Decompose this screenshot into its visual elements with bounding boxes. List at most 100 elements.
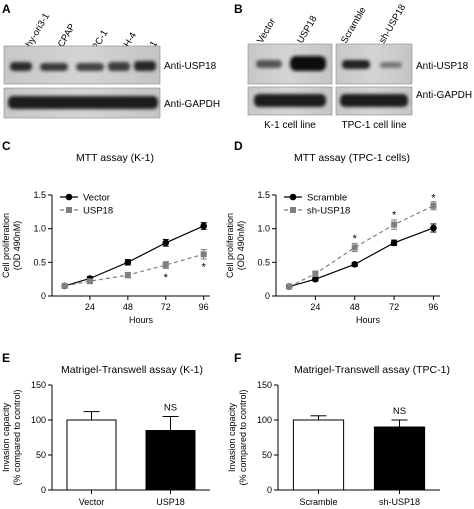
significance-label: NS <box>164 403 177 414</box>
y-tick-label: 0 <box>41 485 46 495</box>
bar <box>145 430 196 491</box>
panel-label-c: C <box>2 139 11 153</box>
series-line <box>288 205 434 288</box>
y-tick-label: 150 <box>257 380 272 390</box>
data-point <box>124 259 132 266</box>
band <box>8 96 158 109</box>
band <box>108 62 130 71</box>
band <box>10 62 32 71</box>
significance-star: * <box>353 233 358 245</box>
y-tick-label: 1.5 <box>33 190 46 200</box>
blot-b-tpc1-usp18 <box>335 43 413 85</box>
band <box>380 62 402 68</box>
chart-title: Matrigel-Transwell assay (TPC-1) <box>294 364 450 376</box>
x-axis-label: Hours <box>129 315 154 325</box>
y-tick-label: 150 <box>31 380 46 390</box>
y-tick-label: 100 <box>31 415 46 425</box>
y-axis-label: (% compared to control) <box>238 389 248 485</box>
panel-b: B Vector USP18 Scramble sh-USP18 Anti-US… <box>234 2 472 131</box>
band <box>342 60 370 69</box>
y-tick-label: 0 <box>41 291 46 301</box>
series-line <box>64 225 204 287</box>
blot-label-usp18-a: Anti-USP18 <box>164 61 217 72</box>
x-tick-label: 72 <box>389 302 399 312</box>
significance-star: * <box>392 210 397 222</box>
series-line <box>288 227 434 288</box>
panel-label-b: B <box>234 2 243 16</box>
band <box>340 94 408 107</box>
lane-label-scramble: Scramble <box>339 5 369 45</box>
blot-label-gapdh-b: Anti-GAPDH <box>416 90 472 101</box>
x-tick-label: 24 <box>85 302 95 312</box>
data-point <box>124 272 131 279</box>
panel-label-e: E <box>2 351 10 365</box>
y-tick-label: 0.5 <box>33 257 46 267</box>
blot-b-tpc1-gapdh <box>335 86 413 116</box>
data-point <box>200 251 207 258</box>
legend-label: sh-USP18 <box>307 206 350 217</box>
data-point <box>162 239 170 247</box>
significance-star: * <box>164 272 169 284</box>
chart-d: MTT assay (TPC-1 cells) 0 0.5 1.0 1.5 Cell pr… <box>225 152 440 325</box>
panel-label-a: A <box>2 2 11 16</box>
band <box>134 61 156 71</box>
chart-title: MTT assay (TPC-1 cells) <box>294 152 410 164</box>
chart-e: Matrigel-Transwell assay (K-1) 0 50 100 150 I… <box>1 364 210 507</box>
panel-a: A Nthy-ori3-1 B-CPAP TPC-1 IHH-4 K-1 Ant… <box>2 2 220 119</box>
y-axis-label: (OD 490nM) <box>12 221 22 271</box>
chart-title: MTT assay (K-1) <box>76 152 154 164</box>
data-point <box>61 282 68 289</box>
blot-a-usp18 <box>3 45 161 85</box>
category-label: Vector <box>79 497 105 507</box>
significance-star: * <box>202 261 207 273</box>
lane-label-usp18: USP18 <box>295 14 320 46</box>
data-point <box>390 239 398 247</box>
bar <box>292 419 345 491</box>
band <box>290 56 326 71</box>
y-axis-label: Cell proliferation <box>1 213 11 278</box>
band <box>40 63 68 71</box>
data-point <box>162 262 169 269</box>
y-tick-label: 50 <box>36 450 46 460</box>
legend-marker <box>290 207 296 213</box>
blot-label-gapdh-a: Anti-GAPDH <box>164 99 220 110</box>
panel-label-d: D <box>234 139 243 153</box>
lane-label-sh-usp18: sh-USP18 <box>377 2 408 45</box>
category-label: Scramble <box>299 497 337 507</box>
legend-marker <box>289 193 297 201</box>
chart-title: Matrigel-Transwell assay (K-1) <box>61 364 203 376</box>
data-point <box>286 283 293 290</box>
y-axis-label: (OD 490nM) <box>236 221 246 271</box>
band <box>76 63 104 71</box>
y-tick-label: 1.5 <box>257 190 270 200</box>
x-tick-label: 96 <box>428 302 438 312</box>
y-axis-label: (% compared to control) <box>12 389 22 485</box>
bar <box>373 426 426 491</box>
y-tick-label: 1.0 <box>33 224 46 234</box>
band <box>256 60 282 68</box>
blot-b-k1-usp18 <box>247 43 333 85</box>
caption-k1-cell-line: K-1 cell line <box>264 120 316 131</box>
x-tick-label: 24 <box>310 302 320 312</box>
legend-label: USP18 <box>83 206 113 217</box>
panel-label-f: F <box>234 351 241 365</box>
lane-label-vector: Vector <box>255 17 278 46</box>
x-tick-label: 48 <box>123 302 133 312</box>
data-point <box>351 261 359 268</box>
legend-marker <box>66 207 72 213</box>
y-tick-label: 0 <box>265 291 270 301</box>
significance-label: NS <box>393 406 406 417</box>
data-point <box>86 278 93 285</box>
legend-label: Scramble <box>307 193 347 204</box>
x-tick-label: 48 <box>350 302 360 312</box>
band <box>254 94 326 107</box>
legend-marker <box>65 193 73 201</box>
bar <box>66 419 117 491</box>
y-axis-label: Invasion capacity <box>227 402 237 472</box>
blot-b-k1-gapdh <box>247 86 333 116</box>
y-tick-label: 1.0 <box>257 224 270 234</box>
data-point <box>351 244 358 251</box>
x-axis-label: Hours <box>356 315 381 325</box>
blot-label-usp18-b: Anti-USP18 <box>416 61 469 72</box>
